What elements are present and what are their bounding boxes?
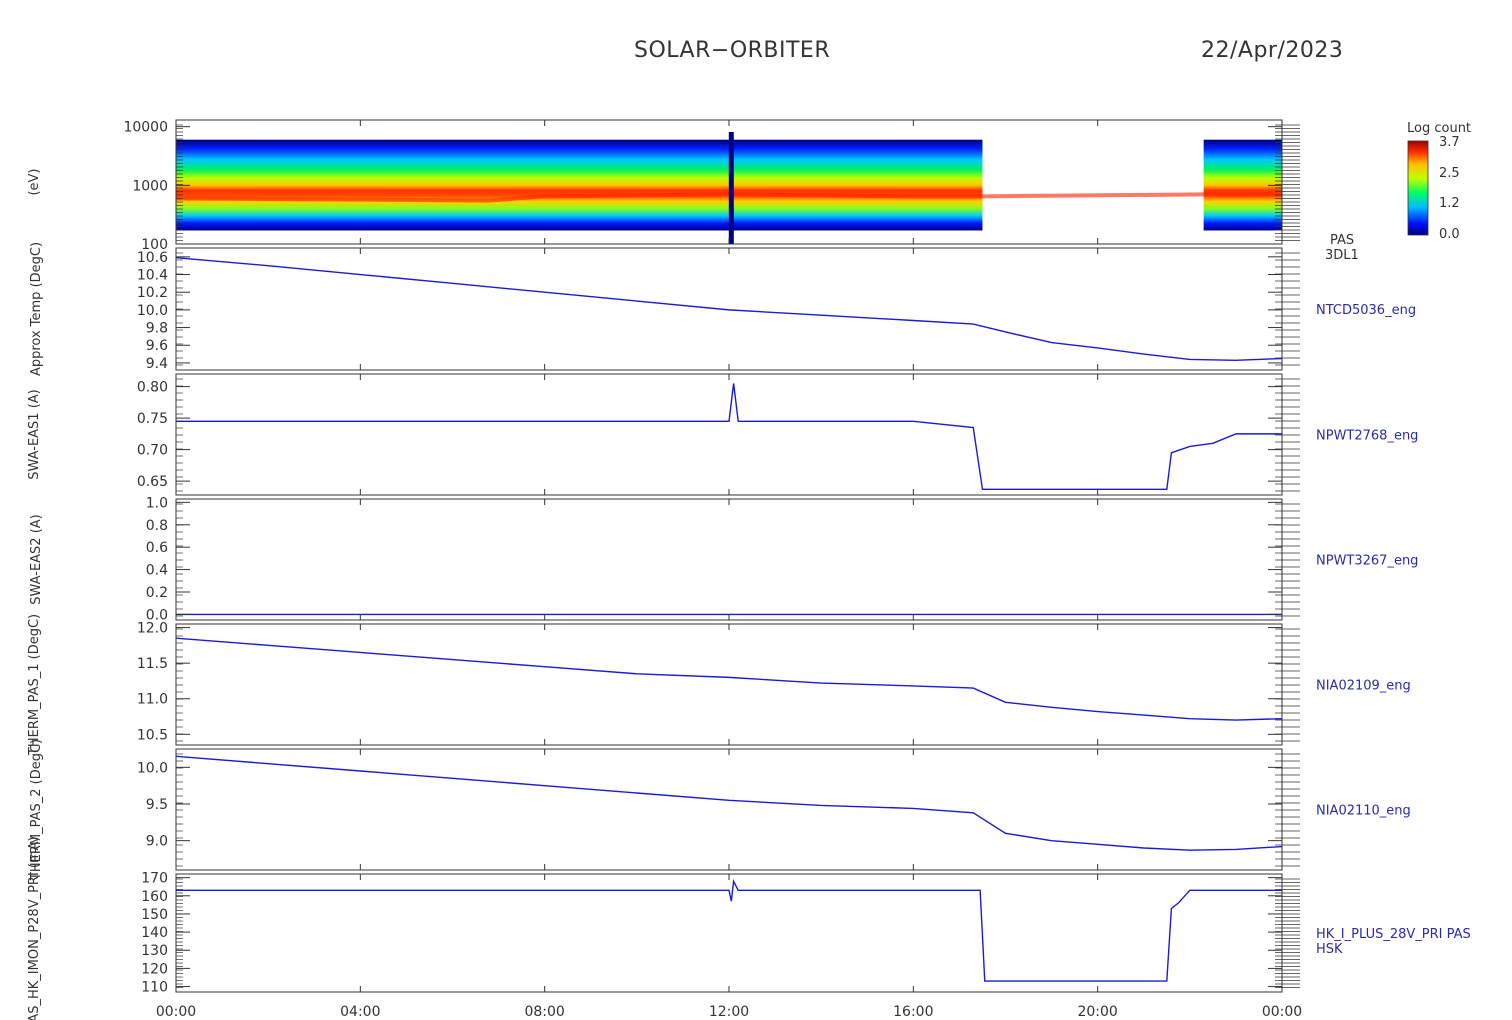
y-tick-label: 140 [141,925,168,941]
y-axis-title: SWA-EAS1 (A) [27,389,42,480]
panel-ntcd5036: 10.6 10.410.2 10.0 9.89.6 9.4 NTCD5036_eng [137,247,1416,372]
y-tick-label: 12.0 [137,621,168,637]
panel-frame [175,373,1283,496]
colorbar-tick: 3.7 [1439,135,1460,150]
x-tick-label: 12:00 [709,1004,749,1020]
panel-frame [175,498,1283,621]
panel-hk-i-plus-28v: 170 160 150 140 130 120 110 HK_I_PLUS_28V_PRI P… [141,871,1471,996]
y-tick-label: 0.4 [146,563,168,579]
y-tick-label: 10.0 [137,303,168,319]
series-line [176,878,1282,982]
panel-nia02109: 12.0 11.5 11.0 10.5 NIA02109_eng [137,621,1411,746]
y-tick-label: 9.6 [146,338,168,354]
y-tick-label: 0.8 [146,518,168,534]
chart-date: 22/Apr/2023 [1201,38,1344,63]
colorbar: Log count 3.7 2.5 1.2 0.0 [1407,121,1471,242]
y-tick-label: 9.5 [146,797,168,813]
y-tick-label: 100 [141,237,168,253]
y-tick-label: 11.0 [137,692,168,708]
y-axis-title: SWA-EAS2 (A) [29,514,44,605]
y-tick-label: 10.2 [137,285,168,301]
y-tick-label: 160 [141,889,168,905]
y-tick-label: 10000 [123,120,168,136]
series-line [176,383,1282,491]
series-name: NTCD5036_eng [1316,303,1416,318]
x-axis: 00:00 04:00 08:00 12:00 16:00 20:00 00:00 [156,1004,1302,1020]
series-name: NPWT3267_eng [1316,554,1418,569]
peak-energy-band [175,192,1282,203]
y-axis-title: Approx Temp (DegC) [29,242,44,376]
series-name: 3DL1 [1325,248,1359,263]
y-tick-label: 110 [141,980,168,996]
series-name: NIA02109_eng [1316,679,1411,694]
y-tick-label: 10.0 [137,760,168,776]
series-name: NPWT2768_eng [1316,429,1418,444]
colorbar-label: Log count [1407,121,1471,136]
x-tick-label: 16:00 [893,1004,933,1020]
series-name: HK_I_PLUS_28V_PRI PAS [1316,927,1471,942]
colorbar-strip [1407,140,1429,236]
x-tick-label: 00:00 [156,1004,196,1020]
y-tick-label: 10.4 [137,268,168,284]
x-tick-label: 04:00 [340,1004,380,1020]
panel-frame [175,748,1283,871]
panel-frame [175,623,1283,746]
series-name: HSK [1316,942,1343,957]
colorbar-tick: 1.2 [1439,196,1460,211]
y-tick-label: 0.65 [137,474,168,490]
y-axis-title: (eV) [27,168,42,195]
y-tick-label: 0.0 [146,607,168,623]
y-tick-label: 10.6 [137,250,168,266]
panel-npwt2768: 0.80 0.75 0.70 0.65 NPWT2768_eng [137,373,1418,496]
panel-nia02110: 10.0 9.5 9.0 NIA02110_eng [137,748,1411,871]
y-axis-title: THERM_PAS_2 (DegC) [29,739,44,881]
panel-npwt3267: 1.0 0.8 0.6 0.4 0.2 0.0 NPWT3267_eng [146,495,1419,623]
y-tick-label: 0.75 [137,411,168,427]
series-name: NIA02110_eng [1316,804,1411,819]
spectrogram-block [176,139,983,231]
y-tick-label: 9.4 [146,356,168,372]
colorbar-tick: 2.5 [1439,166,1460,181]
y-tick-label: 1000 [132,178,168,194]
y-tick-label: 1.0 [146,495,168,511]
series-name: PAS [1330,233,1354,248]
y-axis-title: PAS_HK_IMON_P28V_PRI (mA) [27,836,42,1020]
y-tick-label: 0.2 [146,585,168,601]
colorbar-tick: 0.0 [1439,227,1460,242]
y-tick-label: 130 [141,943,168,959]
y-tick-label: 9.0 [146,834,168,850]
y-tick-label: 150 [141,907,168,923]
series-line [175,755,1283,851]
y-axis-titles: (eV) Approx Temp (DegC) SWA-EAS1 (A) SWA-EA… [27,168,44,1020]
panel-frame [175,247,1283,371]
series-line [175,257,1283,361]
y-axis-title: THERM_PAS_1 (DegC) [27,614,42,756]
y-tick-label: 0.70 [137,443,168,459]
x-tick-label: 20:00 [1077,1004,1117,1020]
series-line [175,637,1283,721]
x-tick-label: 00:00 [1262,1004,1302,1020]
y-tick-label: 0.80 [137,380,168,396]
y-tick-label: 10.5 [137,727,168,743]
y-tick-label: 120 [141,961,168,977]
chart-title: SOLAR−ORBITER [634,38,831,63]
y-tick-label: 9.8 [146,321,168,337]
x-tick-label: 08:00 [524,1004,564,1020]
y-tick-label: 0.6 [146,540,168,556]
y-tick-label: 11.5 [137,656,168,672]
y-tick-label: 170 [141,871,168,887]
